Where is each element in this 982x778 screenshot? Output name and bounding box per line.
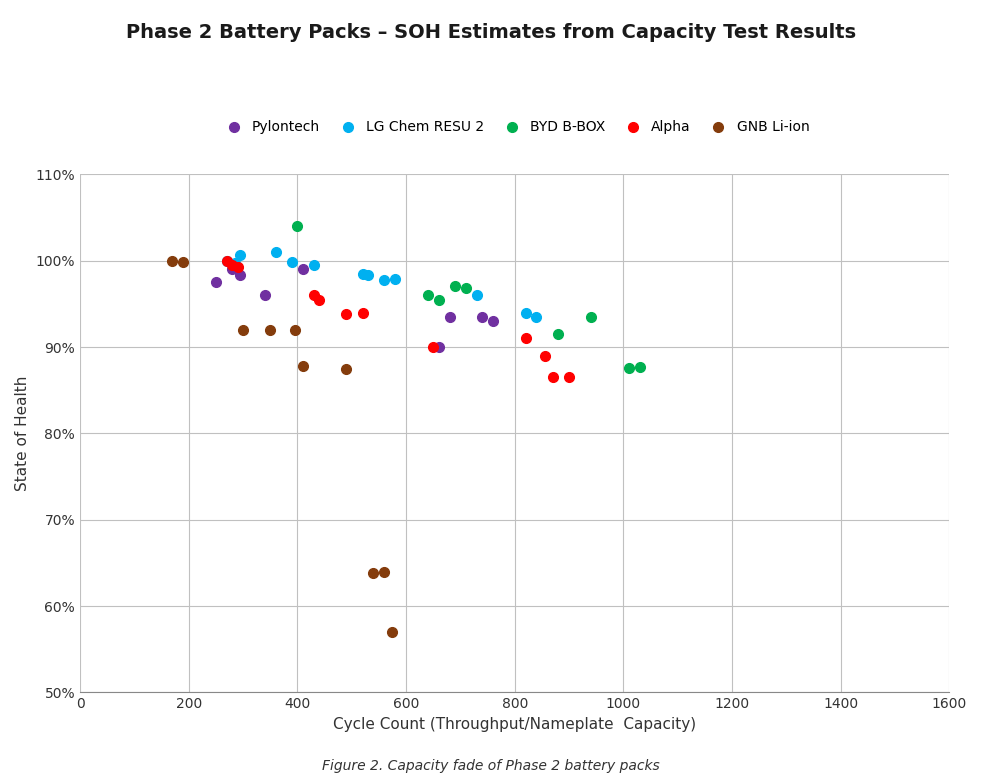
Pylontech bbox=[431, 341, 447, 353]
GNB Li-ion bbox=[365, 567, 381, 580]
Pylontech bbox=[208, 276, 224, 289]
Text: Phase 2 Battery Packs – SOH Estimates from Capacity Test Results: Phase 2 Battery Packs – SOH Estimates fr… bbox=[126, 23, 856, 42]
Alpha bbox=[224, 259, 240, 272]
GNB Li-ion bbox=[376, 566, 392, 578]
LG Chem RESU 2 bbox=[227, 257, 243, 269]
GNB Li-ion bbox=[295, 360, 310, 373]
BYD B-BOX bbox=[458, 282, 473, 294]
GNB Li-ion bbox=[339, 363, 355, 375]
LG Chem RESU 2 bbox=[305, 259, 321, 272]
Pylontech bbox=[257, 289, 273, 302]
Alpha bbox=[545, 371, 561, 384]
LG Chem RESU 2 bbox=[268, 246, 284, 258]
BYD B-BOX bbox=[431, 293, 447, 306]
LG Chem RESU 2 bbox=[376, 274, 392, 286]
LG Chem RESU 2 bbox=[528, 310, 544, 323]
BYD B-BOX bbox=[550, 328, 566, 340]
Alpha bbox=[339, 308, 355, 321]
GNB Li-ion bbox=[287, 324, 302, 336]
GNB Li-ion bbox=[385, 626, 401, 638]
Pylontech bbox=[485, 315, 501, 328]
Pylontech bbox=[295, 263, 310, 275]
Y-axis label: State of Health: State of Health bbox=[15, 376, 30, 491]
LG Chem RESU 2 bbox=[518, 307, 533, 319]
Pylontech bbox=[233, 269, 248, 282]
LG Chem RESU 2 bbox=[355, 268, 370, 280]
Alpha bbox=[425, 341, 441, 353]
LG Chem RESU 2 bbox=[233, 248, 248, 261]
LG Chem RESU 2 bbox=[219, 254, 235, 267]
BYD B-BOX bbox=[290, 220, 305, 233]
BYD B-BOX bbox=[621, 362, 636, 374]
LG Chem RESU 2 bbox=[387, 272, 403, 285]
Pylontech bbox=[224, 263, 240, 275]
Alpha bbox=[305, 289, 321, 302]
X-axis label: Cycle Count (Throughput/Nameplate  Capacity): Cycle Count (Throughput/Nameplate Capaci… bbox=[333, 717, 696, 732]
Alpha bbox=[355, 307, 370, 319]
GNB Li-ion bbox=[176, 255, 191, 268]
LG Chem RESU 2 bbox=[360, 269, 376, 282]
Pylontech bbox=[442, 310, 458, 323]
Text: Figure 2. Capacity fade of Phase 2 battery packs: Figure 2. Capacity fade of Phase 2 batte… bbox=[322, 759, 660, 773]
GNB Li-ion bbox=[165, 254, 181, 267]
BYD B-BOX bbox=[631, 361, 647, 373]
BYD B-BOX bbox=[420, 289, 436, 302]
BYD B-BOX bbox=[447, 279, 463, 292]
Legend: Pylontech, LG Chem RESU 2, BYD B-BOX, Alpha, GNB Li-ion: Pylontech, LG Chem RESU 2, BYD B-BOX, Al… bbox=[215, 114, 815, 139]
LG Chem RESU 2 bbox=[284, 256, 300, 268]
GNB Li-ion bbox=[262, 324, 278, 336]
Alpha bbox=[230, 261, 246, 273]
Alpha bbox=[537, 349, 553, 362]
Alpha bbox=[518, 332, 533, 345]
Alpha bbox=[311, 293, 327, 306]
GNB Li-ion bbox=[235, 324, 250, 336]
BYD B-BOX bbox=[583, 310, 599, 323]
Pylontech bbox=[474, 310, 490, 323]
LG Chem RESU 2 bbox=[468, 289, 484, 302]
Alpha bbox=[561, 371, 576, 384]
Alpha bbox=[219, 254, 235, 267]
